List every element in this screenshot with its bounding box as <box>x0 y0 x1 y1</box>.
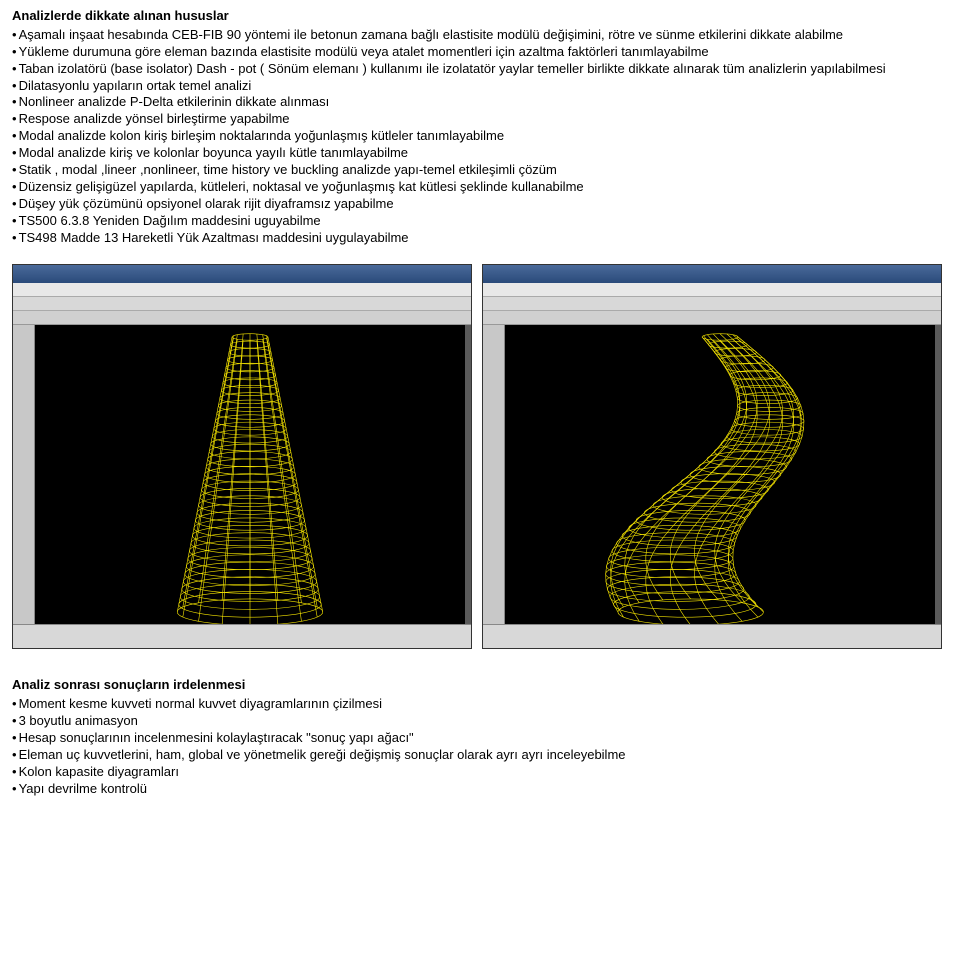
bullet-text: Modal analizde kolon kiriş birleşim nokt… <box>19 128 948 145</box>
viewport-3d <box>35 325 465 624</box>
bullet-line: •TS498 Madde 13 Hareketli Yük Azaltması … <box>12 230 948 247</box>
wireframe-straight <box>35 325 465 624</box>
section1-title: Analizlerde dikkate alınan hususlar <box>12 8 948 25</box>
bullet-text: Moment kesme kuvveti normal kuvvet diyag… <box>19 696 948 713</box>
window-toolbar <box>13 297 471 311</box>
bullet-text: Yükleme durumuna göre eleman bazında ela… <box>19 44 948 61</box>
wireframe-bent <box>505 325 935 624</box>
bullet-text: Eleman uç kuvvetlerini, ham, global ve y… <box>19 747 948 764</box>
bullet-marker: • <box>12 230 17 247</box>
bullet-text: Nonlineer analizde P-Delta etkilerinin d… <box>19 94 948 111</box>
window-toolbar <box>483 297 941 311</box>
bullet-text: Aşamalı inşaat hesabında CEB-FIB 90 yönt… <box>19 27 948 44</box>
window-left-toolbar <box>483 325 505 624</box>
screenshot-row <box>12 264 948 649</box>
bullet-text: Statik , modal ,lineer ,nonlineer, time … <box>19 162 948 179</box>
bullet-marker: • <box>12 94 17 111</box>
bullet-marker: • <box>12 111 17 128</box>
viewport-3d <box>505 325 935 624</box>
bullet-marker: • <box>12 730 17 747</box>
bullet-marker: • <box>12 128 17 145</box>
window-toolbar-2 <box>483 311 941 325</box>
bullet-line: •Dilatasyonlu yapıların ortak temel anal… <box>12 78 948 95</box>
bullet-line: •Kolon kapasite diyagramları <box>12 764 948 781</box>
bullet-text: Dilatasyonlu yapıların ortak temel anali… <box>19 78 948 95</box>
bullet-text: Modal analizde kiriş ve kolonlar boyunca… <box>19 145 948 162</box>
bullet-marker: • <box>12 27 17 44</box>
window-toolbar-2 <box>13 311 471 325</box>
section2-bullets: •Moment kesme kuvveti normal kuvvet diya… <box>12 696 948 797</box>
window-titlebar <box>483 265 941 283</box>
section1-bullets: •Aşamalı inşaat hesabında CEB-FIB 90 yön… <box>12 27 948 247</box>
bullet-marker: • <box>12 78 17 95</box>
bullet-text: Düzensiz gelişigüzel yapılarda, kütleler… <box>19 179 948 196</box>
bullet-text: Respose analizde yönsel birleştirme yapa… <box>19 111 948 128</box>
bullet-text: Taban izolatörü (base isolator) Dash - p… <box>19 61 948 78</box>
bullet-line: •Düzensiz gelişigüzel yapılarda, kütlele… <box>12 179 948 196</box>
bullet-marker: • <box>12 696 17 713</box>
bullet-line: •Eleman uç kuvvetlerini, ham, global ve … <box>12 747 948 764</box>
bullet-marker: • <box>12 747 17 764</box>
bullet-line: •Modal analizde kolon kiriş birleşim nok… <box>12 128 948 145</box>
bullet-text: Düşey yük çözümünü opsiyonel olarak riji… <box>19 196 948 213</box>
bullet-line: •Moment kesme kuvveti normal kuvvet diya… <box>12 696 948 713</box>
cad-screenshot-2 <box>482 264 942 649</box>
window-menubar <box>13 283 471 297</box>
bullet-line: •Hesap sonuçlarının incelenmesini kolayl… <box>12 730 948 747</box>
window-statusbar <box>13 624 471 648</box>
bullet-line: •Yükleme durumuna göre eleman bazında el… <box>12 44 948 61</box>
bullet-text: TS498 Madde 13 Hareketli Yük Azaltması m… <box>19 230 948 247</box>
window-menubar <box>483 283 941 297</box>
bullet-line: •Respose analizde yönsel birleştirme yap… <box>12 111 948 128</box>
bullet-marker: • <box>12 213 17 230</box>
bullet-marker: • <box>12 713 17 730</box>
bullet-text: 3 boyutlu animasyon <box>19 713 948 730</box>
bullet-line: •3 boyutlu animasyon <box>12 713 948 730</box>
bullet-marker: • <box>12 162 17 179</box>
window-titlebar <box>13 265 471 283</box>
bullet-line: •Nonlineer analizde P-Delta etkilerinin … <box>12 94 948 111</box>
bullet-line: •Yapı devrilme kontrolü <box>12 781 948 798</box>
window-left-toolbar <box>13 325 35 624</box>
bullet-marker: • <box>12 61 17 78</box>
bullet-text: TS500 6.3.8 Yeniden Dağılım maddesini ug… <box>19 213 948 230</box>
bullet-text: Yapı devrilme kontrolü <box>19 781 948 798</box>
bullet-text: Kolon kapasite diyagramları <box>19 764 948 781</box>
window-statusbar <box>483 624 941 648</box>
cad-screenshot-1 <box>12 264 472 649</box>
bullet-text: Hesap sonuçlarının incelenmesini kolayla… <box>19 730 948 747</box>
bullet-line: •Modal analizde kiriş ve kolonlar boyunc… <box>12 145 948 162</box>
bullet-line: •Taban izolatörü (base isolator) Dash - … <box>12 61 948 78</box>
bullet-line: •Statik , modal ,lineer ,nonlineer, time… <box>12 162 948 179</box>
bullet-marker: • <box>12 764 17 781</box>
bullet-line: •Aşamalı inşaat hesabında CEB-FIB 90 yön… <box>12 27 948 44</box>
section2-title: Analiz sonrası sonuçların irdelenmesi <box>12 677 948 694</box>
bullet-line: •TS500 6.3.8 Yeniden Dağılım maddesini u… <box>12 213 948 230</box>
bullet-marker: • <box>12 196 17 213</box>
bullet-marker: • <box>12 145 17 162</box>
bullet-marker: • <box>12 179 17 196</box>
bullet-marker: • <box>12 781 17 798</box>
bullet-marker: • <box>12 44 17 61</box>
bullet-line: •Düşey yük çözümünü opsiyonel olarak rij… <box>12 196 948 213</box>
